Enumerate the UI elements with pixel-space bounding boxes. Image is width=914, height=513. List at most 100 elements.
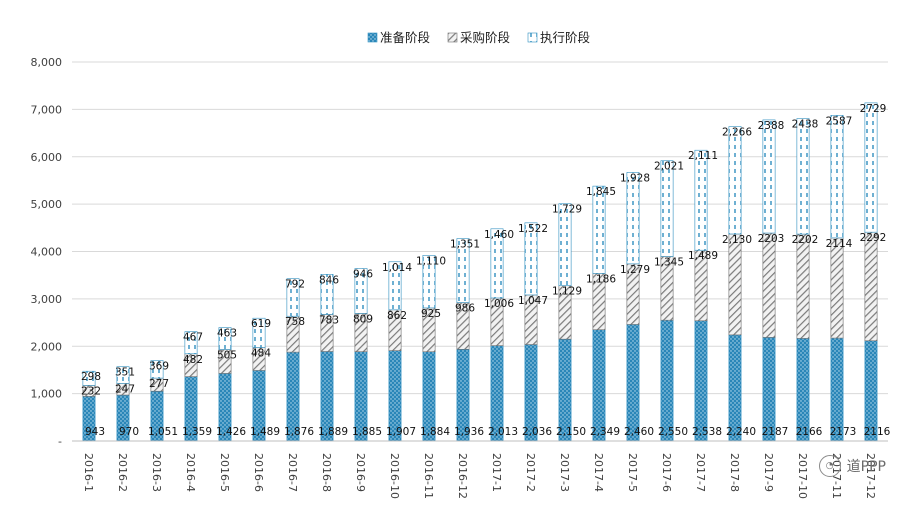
data-label: 1,426 (216, 426, 246, 438)
data-label: 1,489 (688, 250, 718, 262)
data-label: 2202 (792, 234, 819, 246)
data-label: 758 (285, 316, 305, 328)
data-label: 619 (251, 318, 271, 330)
x-tick-label: 2016-12 (456, 453, 469, 499)
bar-segment-dash (218, 327, 232, 350)
watermark: ◔ 道PPP (818, 455, 886, 477)
legend-swatch (367, 32, 378, 43)
data-label: 2203 (758, 233, 785, 245)
data-label: 792 (285, 279, 305, 291)
bar-segment-dots (660, 319, 674, 442)
bars (82, 102, 878, 442)
bar-segment-dash (694, 149, 708, 251)
bar-segment-dash (116, 366, 130, 384)
data-label: 943 (85, 426, 105, 438)
bar-segment-dots (592, 329, 606, 442)
data-label: 1,845 (586, 186, 616, 198)
data-label: 925 (421, 308, 441, 320)
bar-segment-dash (184, 331, 198, 355)
data-label: 2,130 (722, 234, 752, 246)
data-label: 2,349 (590, 426, 620, 438)
data-label: 1,889 (318, 426, 348, 438)
bar-segment-dash (150, 360, 164, 379)
data-label: 1,460 (484, 229, 514, 241)
y-tick-label: 2,000 (31, 340, 63, 353)
bar-segment-hatch (830, 237, 844, 339)
x-tick-label: 2016-9 (354, 453, 367, 492)
data-label: 2438 (792, 119, 819, 131)
x-tick-label: 2017-1 (490, 453, 503, 492)
data-label: 1,345 (654, 256, 684, 268)
data-label: 1,907 (386, 426, 416, 438)
data-label: 1,489 (250, 426, 280, 438)
x-tick-label: 2017-3 (558, 453, 571, 492)
data-label: 505 (217, 350, 237, 362)
data-label: 1,522 (518, 223, 548, 235)
data-label: 1,876 (284, 426, 314, 438)
data-label: 1,936 (454, 426, 484, 438)
legend-label: 准备阶段 (380, 30, 430, 45)
data-label: 2388 (758, 120, 785, 132)
y-tick-label: 1,000 (31, 388, 63, 401)
data-label: 2116 (864, 426, 891, 438)
wechat-icon: ◔ (818, 455, 841, 477)
x-axis: 2016-1 2016-2 2016-3 2016-4 2016-5 2016-6 2016… (72, 440, 888, 499)
x-tick-label: 2017-5 (626, 453, 639, 492)
data-label: 463 (217, 328, 237, 340)
y-tick-label: 5,000 (31, 198, 63, 211)
data-label: 2,111 (688, 150, 718, 162)
y-tick-label: 4,000 (31, 246, 63, 259)
data-label: 2292 (860, 232, 887, 244)
data-label: 1,186 (586, 274, 616, 286)
bar-segment-dash (286, 278, 300, 317)
data-label: 2,266 (722, 127, 752, 139)
data-label: 1,884 (420, 426, 450, 438)
data-label: 482 (183, 354, 203, 366)
data-label: 970 (119, 426, 139, 438)
data-label: 2,021 (654, 161, 684, 173)
data-label: 1,051 (148, 426, 178, 438)
data-label: 862 (387, 310, 407, 322)
data-label: 277 (149, 378, 169, 390)
data-label: 2,150 (556, 426, 586, 438)
x-tick-label: 2016-4 (184, 453, 197, 492)
data-label: 846 (319, 274, 339, 286)
data-label: 809 (353, 313, 373, 325)
legend-label: 采购阶段 (460, 30, 510, 45)
data-label: 1,885 (352, 426, 382, 438)
data-label: 783 (319, 314, 339, 326)
x-tick-label: 2016-8 (320, 453, 333, 492)
data-label: 1,006 (484, 298, 514, 310)
data-label: 2173 (830, 426, 857, 438)
data-label: 1,014 (382, 262, 412, 274)
bar-segment-dash (320, 274, 334, 315)
bar-segment-dash (388, 261, 402, 311)
y-tick-label: 3,000 (31, 293, 63, 306)
bar-segment-dash (592, 185, 606, 274)
data-label: 1,928 (620, 173, 650, 185)
x-tick-label: 2016-5 (218, 453, 231, 492)
data-label: 1,129 (552, 286, 582, 298)
x-tick-label: 2016-1 (82, 453, 95, 492)
data-label: 467 (183, 332, 203, 344)
y-tick-label: 8,000 (31, 56, 63, 69)
x-tick-label: 2016-11 (422, 453, 435, 499)
bar-segment-dash (796, 118, 810, 235)
data-label: 1,351 (450, 239, 480, 251)
bar-segment-dash (252, 317, 266, 348)
bar-segment-dash (762, 119, 776, 234)
data-label: 1,110 (416, 255, 446, 267)
data-label: 2,550 (658, 426, 688, 438)
bar-segment-dash (524, 222, 538, 296)
data-label: 2,036 (522, 426, 552, 438)
gridlines (72, 61, 888, 442)
legend: 准备阶段 采购阶段 执行阶段 (367, 30, 590, 45)
data-label: 1,729 (552, 204, 582, 216)
y-tick-label: 6,000 (31, 151, 63, 164)
bar-segment-dash (728, 126, 742, 235)
bar-segment-dash (558, 203, 572, 286)
data-label: 484 (251, 348, 271, 360)
data-label: 2166 (796, 426, 823, 438)
x-tick-label: 2017-9 (762, 453, 775, 492)
